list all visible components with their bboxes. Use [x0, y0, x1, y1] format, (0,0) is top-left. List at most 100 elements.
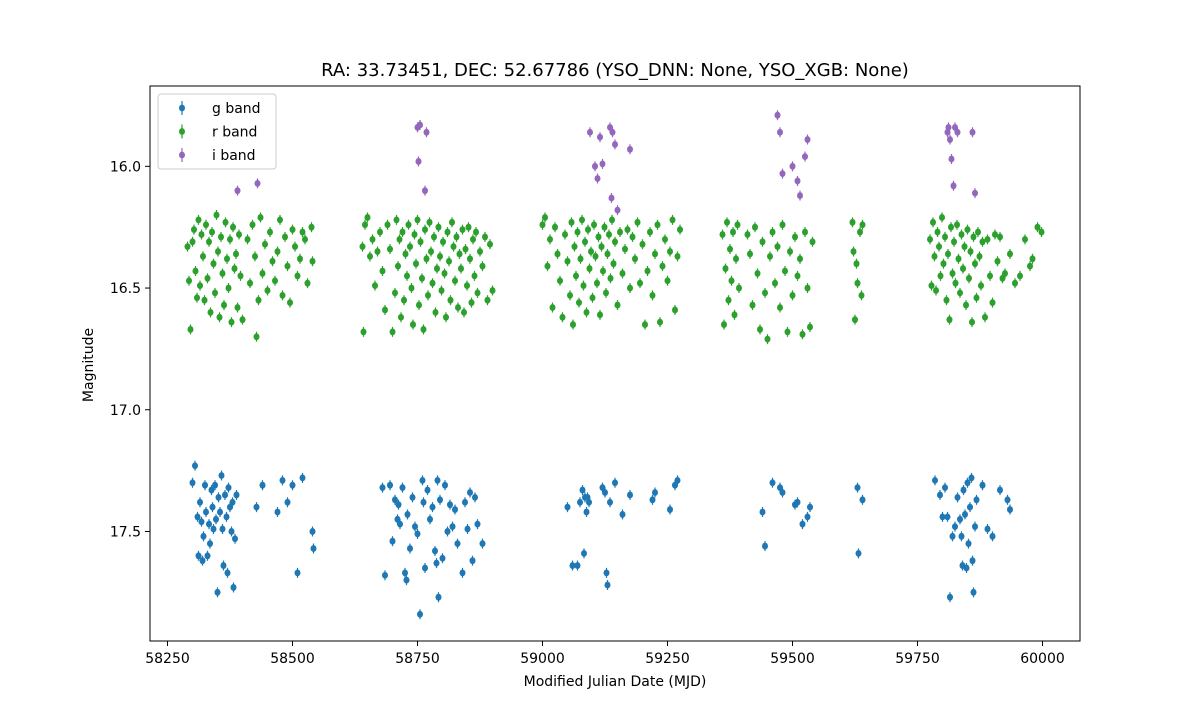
data-point — [992, 231, 998, 238]
y-tick-label: 17.5 — [110, 524, 141, 540]
data-point — [437, 252, 443, 260]
data-point — [218, 233, 224, 241]
data-point — [1038, 228, 1045, 236]
data-point — [859, 496, 866, 504]
data-point — [564, 257, 571, 265]
data-point — [442, 481, 448, 489]
data-point — [417, 121, 423, 129]
data-point — [237, 272, 244, 280]
legend-label: i band — [212, 148, 256, 164]
data-point — [961, 243, 968, 251]
data-point — [954, 221, 960, 229]
data-point — [484, 296, 491, 304]
data-point — [429, 503, 436, 511]
data-point — [359, 243, 366, 251]
data-point — [721, 321, 727, 328]
data-point — [973, 496, 980, 504]
data-point — [940, 260, 947, 268]
data-point — [744, 231, 751, 238]
data-point — [229, 498, 236, 506]
data-point — [360, 328, 367, 336]
data-point — [427, 515, 433, 523]
data-point — [471, 272, 478, 280]
data-point — [965, 540, 972, 548]
data-point — [1007, 250, 1013, 258]
data-point — [627, 491, 633, 499]
data-point — [440, 238, 446, 246]
data-point — [232, 535, 238, 543]
data-point — [759, 508, 766, 516]
data-point — [970, 233, 977, 241]
data-point — [569, 562, 576, 569]
data-point — [234, 304, 241, 311]
data-point — [647, 228, 653, 236]
data-point — [387, 245, 393, 253]
data-point — [577, 498, 583, 506]
data-point — [674, 252, 681, 260]
data-point — [639, 240, 646, 248]
data-point — [762, 289, 768, 297]
data-point — [1012, 279, 1018, 287]
data-point — [396, 235, 403, 243]
data-point — [414, 530, 421, 538]
data-point — [216, 313, 223, 321]
data-point — [1007, 506, 1013, 513]
data-point — [757, 326, 763, 333]
data-point — [379, 267, 386, 275]
data-point — [424, 486, 431, 494]
data-point — [257, 214, 264, 221]
data-point — [192, 462, 198, 470]
data-point — [402, 569, 408, 577]
data-point — [459, 226, 466, 234]
data-point — [587, 128, 593, 136]
data-point — [274, 508, 281, 516]
data-point — [857, 228, 863, 236]
data-point — [583, 508, 590, 516]
data-point — [189, 238, 196, 246]
data-point — [417, 610, 423, 618]
data-point — [598, 243, 605, 251]
data-point — [191, 226, 197, 234]
data-point — [564, 503, 571, 511]
data-point — [439, 554, 446, 562]
data-point — [464, 525, 471, 533]
data-point — [927, 235, 933, 243]
data-point — [972, 189, 978, 197]
data-point — [989, 532, 996, 540]
data-point — [809, 238, 816, 246]
data-point — [592, 252, 599, 260]
data-point — [461, 308, 467, 316]
data-point — [204, 274, 211, 282]
x-axis-label: Modified Julian Date (MJD) — [524, 674, 707, 690]
data-point — [794, 498, 801, 506]
data-point — [725, 296, 732, 304]
data-point — [581, 549, 587, 557]
data-point — [619, 270, 626, 277]
x-tick-label: 58750 — [395, 651, 440, 667]
data-point — [948, 155, 955, 163]
data-point — [804, 513, 811, 521]
data-point — [200, 252, 206, 260]
data-point — [730, 228, 736, 236]
data-point — [274, 248, 281, 255]
data-point — [764, 335, 771, 343]
data-point — [426, 218, 433, 226]
data-point — [652, 250, 658, 258]
data-point — [597, 133, 603, 141]
data-point — [568, 218, 575, 226]
data-point — [576, 299, 582, 307]
data-point — [594, 279, 600, 287]
data-point — [731, 311, 738, 319]
data-point — [422, 564, 428, 572]
data-point — [649, 291, 656, 299]
data-point — [554, 250, 561, 258]
data-point — [210, 260, 217, 268]
data-point — [958, 532, 965, 540]
data-point — [604, 581, 611, 589]
data-point — [233, 250, 239, 258]
data-point — [772, 279, 778, 287]
data-point — [213, 211, 220, 219]
data-point — [489, 287, 496, 294]
data-point — [395, 501, 402, 509]
data-point — [945, 123, 952, 131]
